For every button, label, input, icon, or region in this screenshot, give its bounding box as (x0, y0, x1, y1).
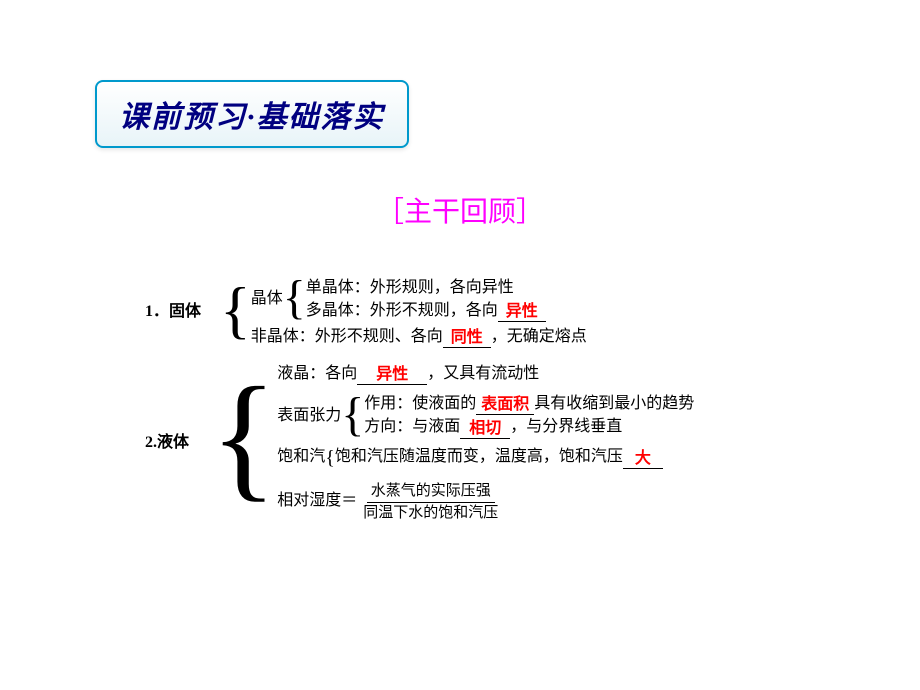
fill-answer: 异性 (506, 303, 538, 320)
section-1-body: 晶体 { 单晶体：外形规则，各向异性 多晶体：外形不规则，各向异性 非晶体：外形… (251, 275, 587, 348)
brace-icon: { (210, 367, 277, 507)
section-2-body: 液晶：各向 异性 ，又具有流动性 表面张力 { 作用：使液面的表面积具有收缩到最小的… (277, 362, 694, 523)
blank-fill: 同性 (443, 328, 491, 348)
poly-prefix: 多晶体：外形不规则，各向 (306, 302, 498, 319)
title-banner: 课前预习·基础落实 (95, 80, 409, 148)
fraction-numerator: 水蒸气的实际压强 (367, 481, 495, 504)
content-outline: 1．固体 { 晶体 { 单晶体：外形规则，各向异性 多晶体：外形不规则，各向异性… (145, 275, 694, 531)
humidity-label: 相对湿度＝ (277, 489, 357, 512)
tension-effect-line: 作用：使液面的表面积具有收缩到最小的趋势 (364, 392, 694, 415)
vapor-prefix: 饱和汽压随温度而变，温度高，饱和汽压 (335, 448, 623, 465)
fill-answer: 异性 (376, 366, 408, 383)
single-crystal-line: 单晶体：外形规则，各向异性 (306, 276, 546, 299)
te-suffix: 具有收缩到最小的趋势 (534, 395, 694, 412)
section-2: 2.液体 { 液晶：各向 异性 ，又具有流动性 表面张力 { 作用：使液面的表面积具… (145, 362, 694, 523)
subtitle: ［主干回顾］ (376, 190, 544, 230)
fill-answer: 大 (635, 450, 651, 467)
fill-answer: 同性 (451, 329, 483, 346)
brace-icon: { (325, 448, 335, 468)
crystal-label: 晶体 (251, 287, 283, 310)
section-1-label: 1．固体 (145, 300, 220, 323)
brace-icon: { (341, 391, 364, 439)
blank-fill: 异性 (357, 365, 427, 385)
te-prefix: 作用：使液面的 (364, 395, 476, 412)
title-text: 课前预习·基础落实 (119, 101, 385, 134)
tension-label: 表面张力 (277, 404, 341, 427)
vapor-label: 饱和汽 (277, 445, 325, 468)
brace-icon: { (220, 278, 251, 342)
fill-answer: 相切 (469, 420, 501, 437)
blank-fill: 大 (623, 449, 663, 469)
humidity-fraction: 水蒸气的实际压强 同温下水的饱和汽压 (359, 481, 502, 526)
brace-icon: { (283, 274, 306, 322)
lc-suffix: ，又具有流动性 (427, 365, 539, 382)
section-2-label: 2.液体 (145, 431, 210, 454)
lc-prefix: 液晶：各向 (277, 365, 357, 382)
blank-fill: 相切 (460, 419, 510, 439)
blank-fill: 表面积 (476, 395, 534, 415)
liquid-crystal-line: 液晶：各向 异性 ，又具有流动性 (277, 362, 694, 385)
fill-answer: 表面积 (481, 396, 529, 413)
noncrystal-line: 非晶体：外形不规则、各向同性 ，无确定熔点 (251, 325, 587, 348)
td-suffix: ，与分界线垂直 (510, 418, 622, 435)
td-prefix: 方向：与液面 (364, 418, 460, 435)
fraction-denominator: 同温下水的饱和汽压 (359, 503, 502, 525)
noncrystal-suffix: ，无确定熔点 (491, 328, 587, 345)
vapor-line: 饱和汽压随温度而变，温度高，饱和汽压大 (335, 445, 663, 468)
blank-fill: 异性 (498, 302, 546, 322)
poly-crystal-line: 多晶体：外形不规则，各向异性 (306, 299, 546, 322)
section-1: 1．固体 { 晶体 { 单晶体：外形规则，各向异性 多晶体：外形不规则，各向异性… (145, 275, 694, 348)
noncrystal-prefix: 非晶体：外形不规则、各向 (251, 328, 443, 345)
tension-dir-line: 方向：与液面相切 ，与分界线垂直 (364, 415, 694, 438)
